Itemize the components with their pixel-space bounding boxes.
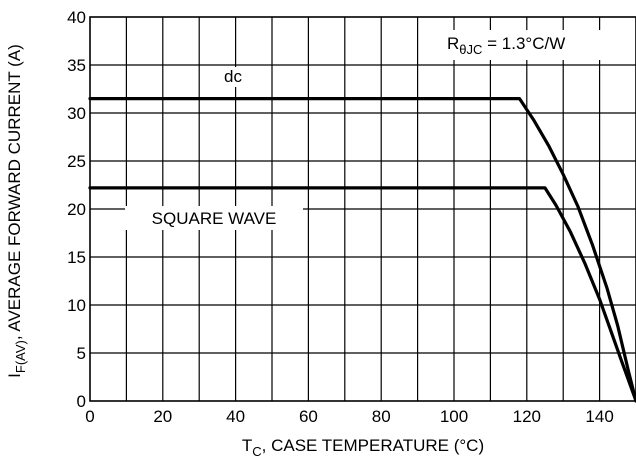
y-axis-title-text: , AVERAGE FORWARD CURRENT (A) (5, 44, 24, 340)
x-tick-label-20: 20 (153, 407, 172, 426)
x-tick-label-60: 60 (299, 407, 318, 426)
y-axis-title-symbol: I (5, 373, 24, 378)
x-tick-label-120: 120 (513, 407, 541, 426)
x-tick-label-40: 40 (226, 407, 245, 426)
y-tick-label-10: 10 (67, 296, 86, 315)
y-tick-label-35: 35 (67, 56, 86, 75)
plot-frame (89, 16, 636, 402)
y-tick-label-0: 0 (77, 392, 86, 411)
thermal-resistance-annotation: RθJC = 1.3°C/W (447, 34, 565, 57)
x-tick-label-0: 0 (85, 407, 94, 426)
tick-label-layer: 0 20 40 60 80 100 120 140 0 5 10 15 20 25 30 35 40 (67, 8, 614, 426)
y-tick-label-40: 40 (67, 8, 86, 27)
x-axis-title: TC, CASE TEMPERATURE (°C) (242, 436, 484, 459)
series-label-square-wave: SQUARE WAVE (152, 209, 277, 228)
frame-layer (89, 16, 636, 402)
x-axis-title-subscript: C (252, 444, 261, 459)
series-line-dc (88, 97, 636, 403)
series-label-layer: dc SQUARE WAVE RθJC = 1.3°C/W (152, 34, 566, 228)
y-tick-label-5: 5 (77, 344, 86, 363)
series-layer (88, 97, 636, 403)
x-tick-label-140: 140 (585, 407, 613, 426)
y-tick-label-15: 15 (67, 248, 86, 267)
series-label-dc: dc (224, 67, 242, 86)
axis-title-layer: TC, CASE TEMPERATURE (°C) IF(AV), AVERAGE… (5, 44, 484, 459)
y-tick-label-20: 20 (67, 200, 86, 219)
y-tick-label-25: 25 (67, 152, 86, 171)
y-axis-title-subscript: F(AV) (13, 340, 28, 373)
series-line-square-wave (88, 186, 636, 403)
grid-layer (90, 17, 636, 401)
x-axis-title-text: , CASE TEMPERATURE (°C) (262, 436, 484, 455)
thermal-resistance-symbol: R (447, 34, 459, 53)
y-axis-title: IF(AV), AVERAGE FORWARD CURRENT (A) (5, 44, 28, 378)
x-tick-label-100: 100 (440, 407, 468, 426)
square-wave-label-background (125, 206, 303, 230)
y-tick-label-30: 30 (67, 104, 86, 123)
dc-label-background (218, 67, 248, 87)
thermal-resistance-value: = 1.3°C/W (482, 34, 565, 53)
thermal-resistance-subscript: θJC (459, 42, 482, 57)
x-axis-title-symbol: T (242, 436, 252, 455)
x-tick-label-80: 80 (372, 407, 391, 426)
thermal-resistance-background (440, 30, 610, 60)
